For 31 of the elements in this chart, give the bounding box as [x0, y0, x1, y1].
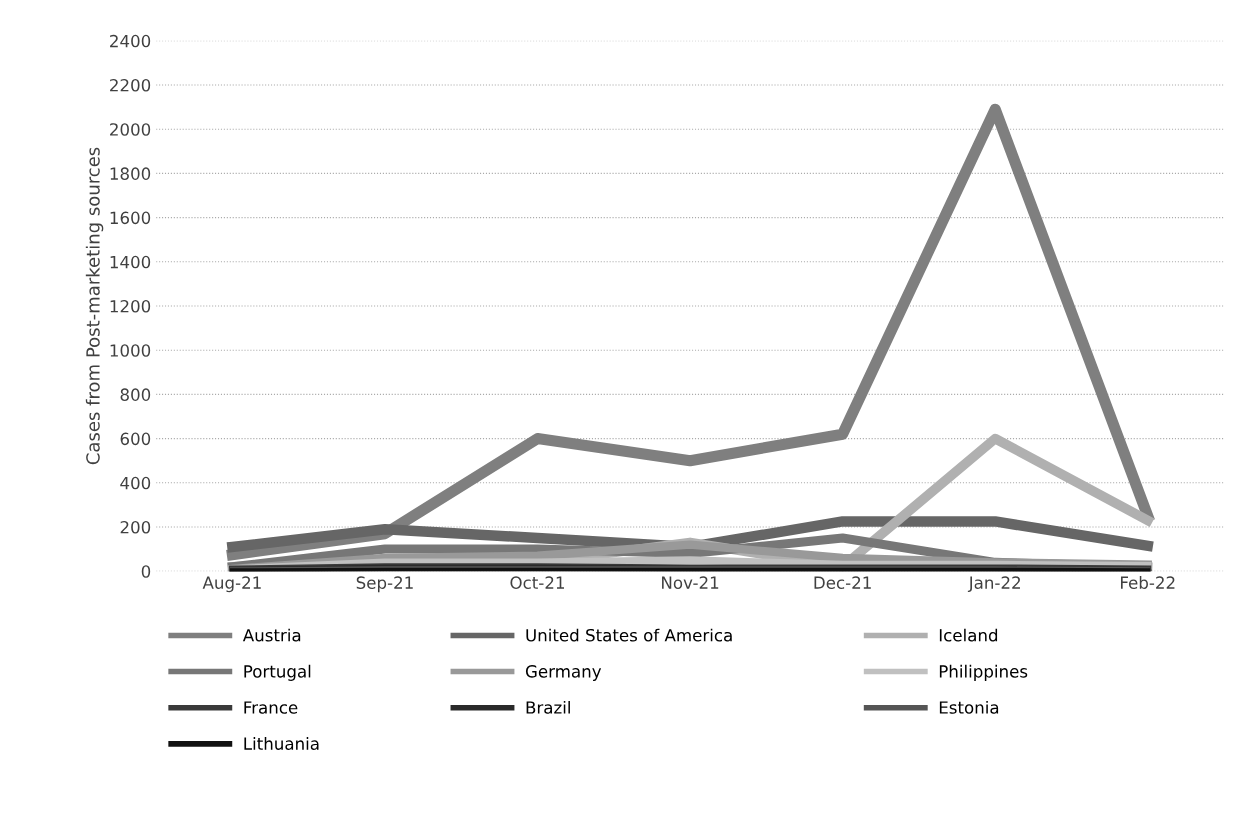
legend-label: Austria	[242, 628, 301, 642]
x-tick-label: Dec-21	[814, 576, 871, 589]
legend-label: Estonia	[939, 700, 999, 714]
legend-label: Portugal	[244, 664, 311, 681]
x-tick-label: Aug-21	[202, 576, 261, 593]
legend-label: Philippines	[939, 664, 1028, 681]
y-tick-label: 2200	[110, 78, 151, 92]
x-tick-label: Sep-21	[356, 576, 413, 593]
y-tick-label: 2000	[110, 123, 151, 136]
y-tick-label: 1600	[110, 211, 151, 225]
y-tick-label: 800	[120, 388, 151, 401]
y-tick-label: 200	[120, 520, 151, 534]
y-axis-title: Cases from Post-marketing sources	[85, 147, 104, 465]
x-tick-label: Feb-22	[1121, 576, 1175, 589]
y-tick-label: 1400	[110, 255, 151, 269]
legend-label: Lithuania	[244, 737, 319, 750]
legend-label: Brazil	[526, 700, 570, 714]
legend-label: France	[244, 701, 298, 714]
y-tick-label: 1200	[110, 299, 151, 313]
y-tick-label: 0	[141, 565, 151, 578]
y-tick-label: 1800	[110, 167, 151, 180]
x-tick-label: Jan-22	[967, 576, 1020, 593]
x-tick-label: Oct-21	[510, 576, 564, 589]
legend-label: Germany	[525, 665, 602, 681]
y-tick-label: 600	[120, 432, 151, 446]
legend-label: Iceland	[939, 628, 998, 642]
x-tick-label: Nov-21	[662, 576, 719, 589]
y-tick-label: 1000	[110, 344, 151, 357]
y-tick-label: 400	[120, 476, 151, 490]
legend-label: United States of America	[526, 628, 732, 642]
y-tick-label: 2400	[110, 34, 151, 48]
